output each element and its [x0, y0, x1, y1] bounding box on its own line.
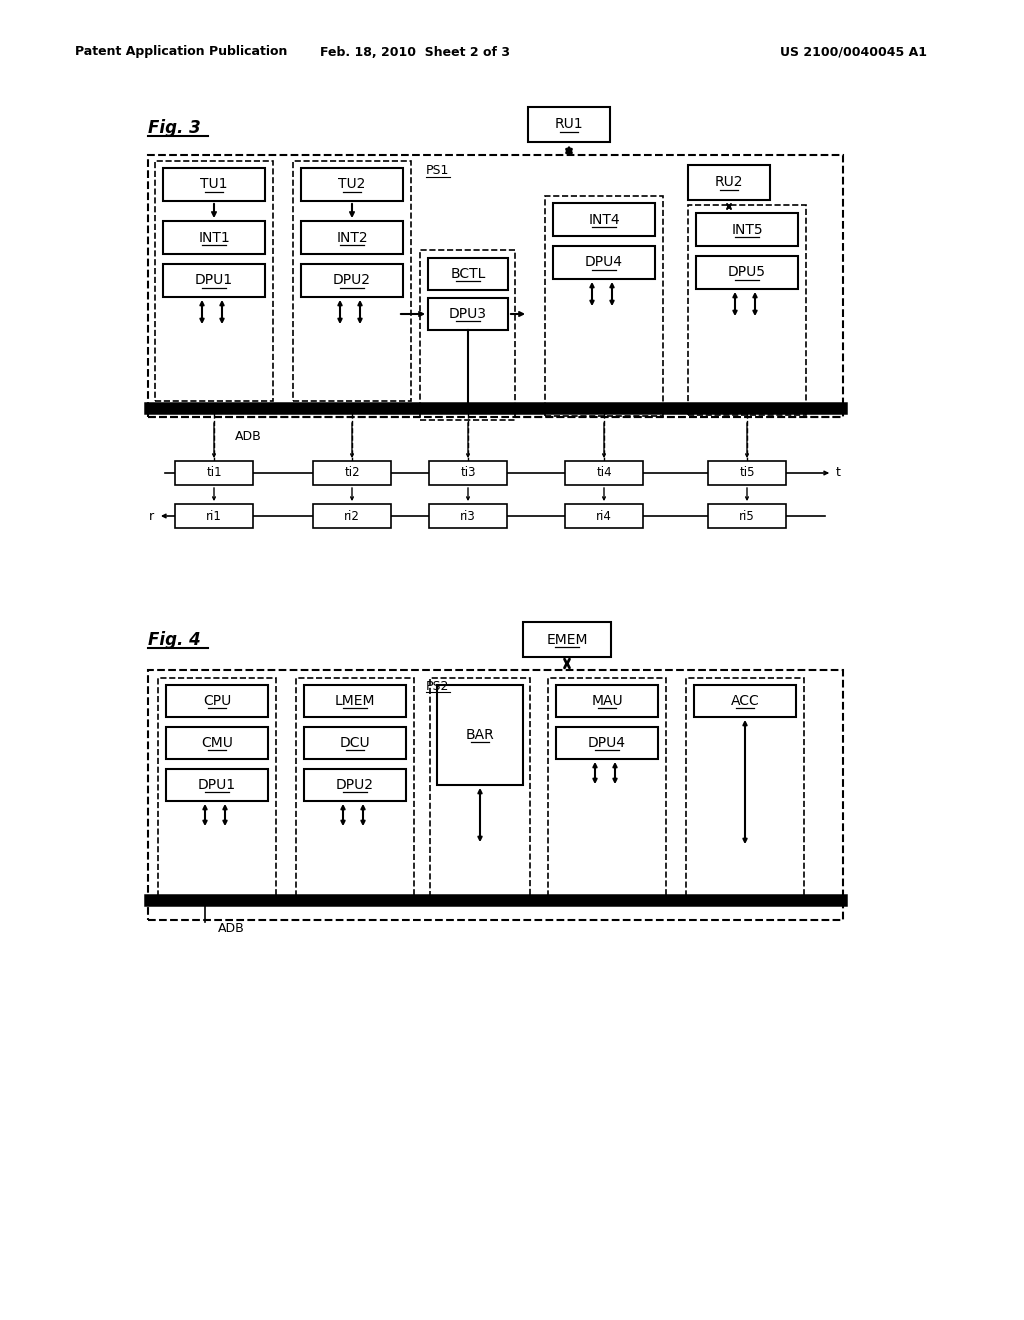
Bar	[313, 504, 391, 528]
Text: Feb. 18, 2010  Sheet 2 of 3: Feb. 18, 2010 Sheet 2 of 3	[319, 45, 510, 58]
Text: ACC: ACC	[731, 694, 760, 708]
Text: MAU: MAU	[591, 694, 623, 708]
Text: ti2: ti2	[344, 466, 359, 479]
Bar	[437, 685, 523, 785]
Bar	[158, 678, 276, 902]
Text: ri1: ri1	[206, 510, 222, 523]
Bar	[553, 203, 655, 236]
Text: BCTL: BCTL	[451, 267, 485, 281]
Bar	[148, 154, 843, 417]
Text: Fig. 3: Fig. 3	[148, 119, 201, 137]
Text: ri2: ri2	[344, 510, 360, 523]
Bar	[163, 264, 265, 297]
Text: INT2: INT2	[336, 231, 368, 244]
Text: CPU: CPU	[203, 694, 231, 708]
Text: ti4: ti4	[596, 466, 611, 479]
Text: ti3: ti3	[460, 466, 476, 479]
Text: RU1: RU1	[555, 117, 584, 132]
Text: DCU: DCU	[340, 737, 371, 750]
Bar	[304, 770, 406, 801]
Text: DPU4: DPU4	[588, 737, 626, 750]
Bar	[556, 727, 658, 759]
Bar	[528, 107, 610, 143]
Text: LMEM: LMEM	[335, 694, 375, 708]
Bar	[296, 678, 414, 902]
Text: ri5: ri5	[739, 510, 755, 523]
Bar	[429, 461, 507, 484]
Text: BAR: BAR	[466, 729, 495, 742]
Text: r: r	[148, 510, 154, 523]
Bar	[428, 257, 508, 290]
Bar	[301, 220, 403, 253]
Text: DPU2: DPU2	[336, 777, 374, 792]
Bar	[708, 461, 786, 484]
Text: ti1: ti1	[206, 466, 222, 479]
Bar	[175, 461, 253, 484]
Text: TU1: TU1	[201, 177, 227, 191]
Bar	[155, 161, 273, 401]
Bar	[293, 161, 411, 401]
Bar	[163, 168, 265, 201]
Bar	[420, 249, 515, 420]
Text: EMEM: EMEM	[546, 632, 588, 647]
Bar	[553, 246, 655, 279]
Bar	[313, 461, 391, 484]
Bar	[148, 671, 843, 920]
Bar	[523, 622, 611, 657]
Text: t: t	[836, 466, 841, 479]
Bar	[548, 678, 666, 902]
Text: ri3: ri3	[460, 510, 476, 523]
Bar	[304, 727, 406, 759]
Bar	[430, 678, 530, 902]
Bar	[556, 685, 658, 717]
Bar	[696, 256, 798, 289]
Text: TU2: TU2	[338, 177, 366, 191]
Text: Patent Application Publication: Patent Application Publication	[75, 45, 288, 58]
Text: DPU3: DPU3	[449, 308, 487, 321]
Bar	[304, 685, 406, 717]
Text: DPU4: DPU4	[585, 256, 623, 269]
Bar	[545, 195, 663, 416]
Bar	[686, 678, 804, 902]
Bar	[429, 504, 507, 528]
Text: INT5: INT5	[731, 223, 763, 236]
Bar	[565, 461, 643, 484]
Text: PS1: PS1	[426, 165, 450, 177]
Bar	[166, 685, 268, 717]
Text: ti5: ti5	[739, 466, 755, 479]
Bar	[688, 165, 770, 201]
Bar	[694, 685, 796, 717]
Text: ADB: ADB	[218, 921, 245, 935]
Bar	[708, 504, 786, 528]
Bar	[301, 168, 403, 201]
Text: PS2: PS2	[426, 680, 450, 693]
Text: ri4: ri4	[596, 510, 612, 523]
Text: DPU1: DPU1	[198, 777, 237, 792]
Bar	[175, 504, 253, 528]
Bar	[166, 770, 268, 801]
Bar	[688, 205, 806, 414]
Text: INT4: INT4	[588, 213, 620, 227]
Text: CMU: CMU	[201, 737, 232, 750]
Bar	[565, 504, 643, 528]
Text: DPU2: DPU2	[333, 273, 371, 288]
Bar	[428, 298, 508, 330]
Bar	[696, 213, 798, 246]
Text: RU2: RU2	[715, 176, 743, 190]
Text: DPU1: DPU1	[195, 273, 233, 288]
Text: DPU5: DPU5	[728, 265, 766, 280]
Text: INT1: INT1	[198, 231, 229, 244]
Bar	[301, 264, 403, 297]
Text: ADB: ADB	[234, 429, 262, 442]
Bar	[166, 727, 268, 759]
Text: Fig. 4: Fig. 4	[148, 631, 201, 649]
Bar	[163, 220, 265, 253]
Text: US 2100/0040045 A1: US 2100/0040045 A1	[780, 45, 927, 58]
